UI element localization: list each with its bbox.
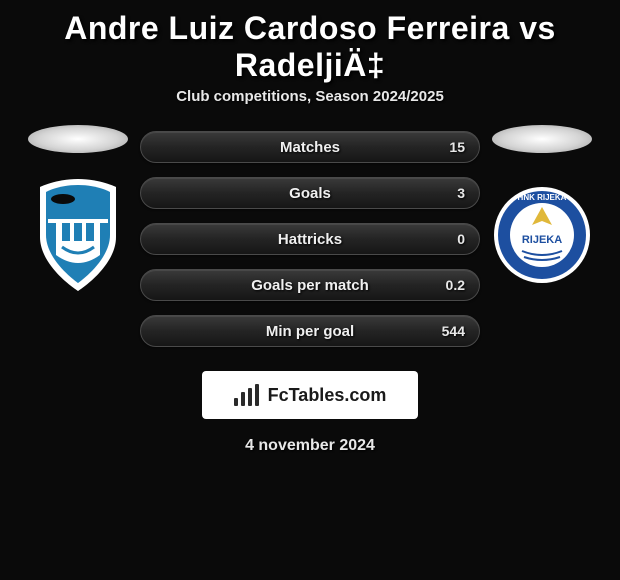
right-player-column: RIJEKA HNK RIJEKA [492, 125, 592, 295]
left-player-avatar-placeholder [28, 125, 128, 153]
left-player-column [28, 125, 128, 295]
brand-attribution[interactable]: FcTables.com [202, 371, 418, 419]
stat-right-value: 0.2 [446, 277, 465, 293]
stat-label: Min per goal [266, 323, 354, 340]
comparison-card: Andre Luiz Cardoso Ferreira vs RadeljiÄ‡… [0, 0, 620, 455]
stat-right-value: 15 [449, 139, 465, 155]
stat-row-min-per-goal: Min per goal 544 [140, 315, 480, 347]
stat-row-goals-per-match: Goals per match 0.2 [140, 269, 480, 301]
stat-row-matches: Matches 15 [140, 131, 480, 163]
stat-label: Matches [280, 139, 340, 156]
nk-osijek-logo-icon [28, 175, 128, 295]
page-title: Andre Luiz Cardoso Ferreira vs RadeljiÄ‡ [0, 0, 620, 88]
stat-row-hattricks: Hattricks 0 [140, 223, 480, 255]
subtitle: Club competitions, Season 2024/2025 [0, 88, 620, 125]
date-text: 4 november 2024 [0, 419, 620, 455]
stat-right-value: 0 [457, 231, 465, 247]
stat-label: Goals per match [251, 277, 369, 294]
svg-text:HNK RIJEKA: HNK RIJEKA [518, 193, 567, 202]
stat-right-value: 544 [442, 323, 465, 339]
main-row: Matches 15 Goals 3 Hattricks 0 Goals per… [0, 125, 620, 347]
hnk-rijeka-logo-icon: RIJEKA HNK RIJEKA [492, 185, 592, 285]
stats-column: Matches 15 Goals 3 Hattricks 0 Goals per… [140, 125, 480, 347]
bar-chart-icon [234, 384, 262, 406]
stat-row-goals: Goals 3 [140, 177, 480, 209]
right-player-avatar-placeholder [492, 125, 592, 153]
right-club-badge: RIJEKA HNK RIJEKA [492, 175, 592, 295]
brand-text: FcTables.com [268, 385, 387, 406]
stat-label: Goals [289, 185, 331, 202]
stat-right-value: 3 [457, 185, 465, 201]
svg-text:RIJEKA: RIJEKA [522, 234, 562, 246]
left-club-badge [28, 175, 128, 295]
stat-label: Hattricks [278, 231, 342, 248]
